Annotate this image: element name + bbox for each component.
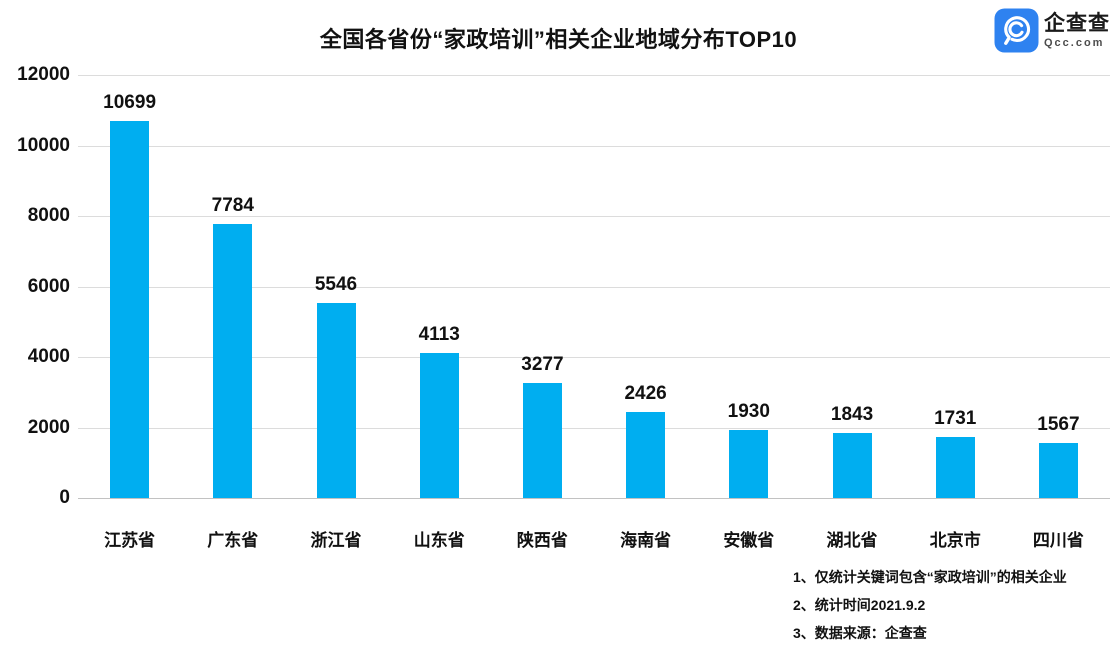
x-axis-label: 四川省 [1032,531,1084,550]
gridline [78,145,1110,147]
x-axis-label: 广东省 [207,531,259,550]
y-axis-tick-label: 8000 [27,205,70,226]
x-axis-label: 安徽省 [723,531,775,550]
x-axis-label: 浙江省 [310,531,362,550]
bar-value-label: 4113 [418,324,460,346]
bar-slot: 1731 [904,75,1007,498]
x-axis-label: 北京市 [929,531,981,550]
x-axis-label: 山东省 [413,531,465,550]
bar [110,120,150,498]
x-axis-label: 陕西省 [516,531,568,550]
y-axis-tick-label: 0 [59,487,70,508]
y-axis-tick-label: 4000 [27,346,70,367]
bar [522,382,562,498]
footnote-line: 2、统计时间2021.9.2 [793,597,926,613]
bar [419,353,459,498]
bar-value-label: 1930 [727,400,770,422]
bar [316,302,356,498]
bar-slot: 7784 [181,75,284,498]
bar [729,429,769,498]
bar-value-label: 5546 [314,273,358,295]
footnote-line: 3、数据来源：企查查 [793,625,927,641]
bar [213,223,253,498]
bar-slot: 1930 [697,75,800,498]
x-axis-baseline [78,498,1110,499]
qcc-logo: 企查查 Qcc.com [994,8,1110,53]
chart-title: 全国各省份“家政培训”相关企业地域分布TOP10 [319,27,798,52]
bar-value-label: 2426 [624,383,667,405]
bar-slot: 1843 [800,75,903,498]
bar-value-label: 1567 [1037,413,1080,435]
gridline [78,286,1110,288]
footnotes: 1、仅统计关键词包含“家政培训”的相关企业 2、统计时间2021.9.2 3、数… [793,563,1067,647]
bar-value-label: 7784 [211,194,254,216]
bar-value-label: 3277 [521,353,564,375]
bar-slot: 1567 [1007,75,1110,498]
qcc-logo-name: 企查查 [1044,11,1110,35]
bar-value-label: 1843 [830,404,874,426]
footnote-line: 1、仅统计关键词包含“家政培训”的相关企业 [793,569,1067,585]
gridline [78,357,1110,358]
y-axis-tick-label: 6000 [27,275,70,297]
bar-value-label: 10699 [103,91,157,113]
bar [1038,442,1078,498]
bar [626,412,666,498]
bar [832,433,872,498]
bar-slot: 3277 [491,75,594,498]
x-axis-label: 湖北省 [826,531,878,550]
bar-slot: 4113 [388,75,491,498]
gridline [78,216,1110,217]
y-axis-tick-label: 2000 [27,416,70,438]
bar-slot: 5546 [284,75,387,498]
y-axis-tick-label: 12000 [17,64,70,85]
plot-area: 10699 7784 5546 4113 3277 2426 1930 1843 1731 156… [78,75,1110,499]
gridline [78,75,1110,76]
bar-slot: 2426 [594,75,697,498]
qcc-magnifier-icon [994,8,1039,53]
qcc-logo-domain: Qcc.com [1044,36,1105,49]
qcc-logo-text: 企查查 Qcc.com [1044,13,1110,49]
x-axis-labels: 江苏省 广东省 浙江省 山东省 陕西省 海南省 安徽省 湖北省 北京市 四川省 [78,526,1110,551]
x-axis-label: 江苏省 [104,531,156,550]
gridline [78,427,1110,429]
y-axis-tick-label: 10000 [17,134,70,156]
bar-value-label: 1731 [934,407,977,429]
bar [935,436,975,498]
bar-slot: 10699 [78,75,181,498]
x-axis-label: 海南省 [620,531,672,550]
bars-row: 10699 7784 5546 4113 3277 2426 1930 1843 1731 156… [78,75,1110,498]
